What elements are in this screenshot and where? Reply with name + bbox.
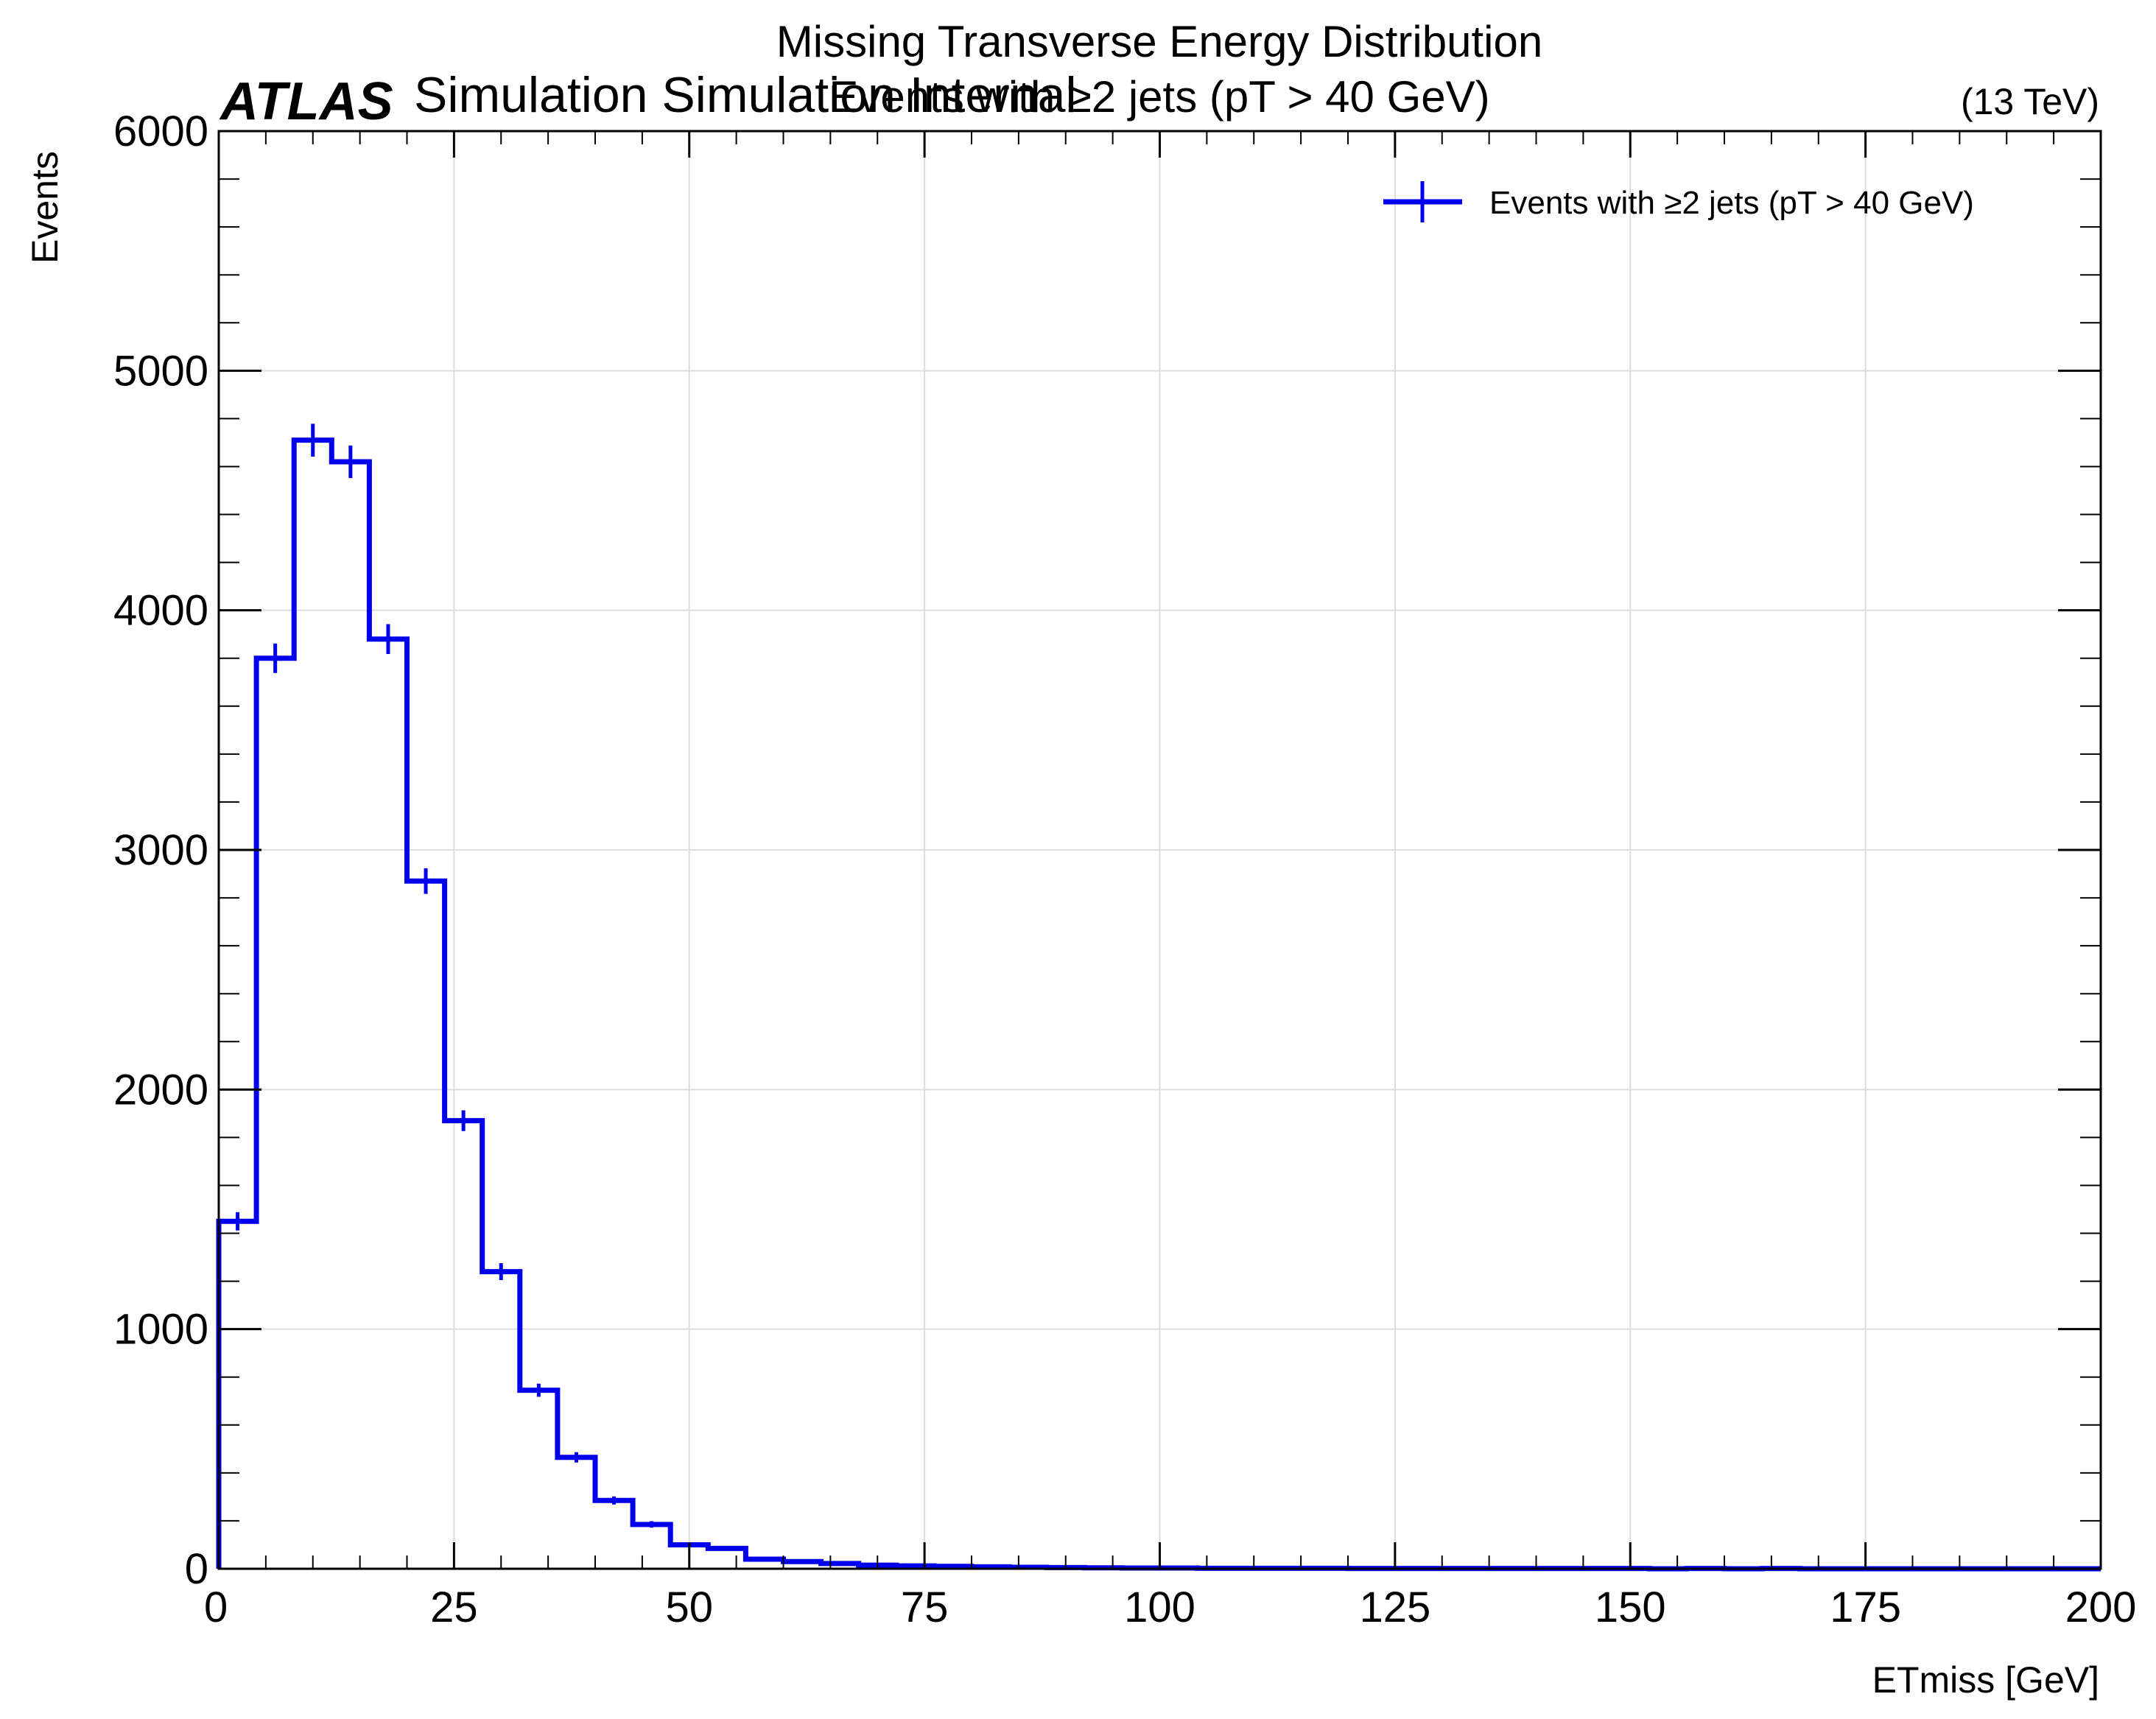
x-tick-label: 125 — [1359, 1583, 1430, 1631]
legend-entry-label: Events with ≥2 jets (pT > 40 GeV) — [1489, 185, 1974, 221]
y-tick-label: 2000 — [113, 1066, 208, 1114]
x-tick-label: 100 — [1124, 1583, 1195, 1631]
grid — [218, 130, 2101, 1569]
x-tick-label: 75 — [901, 1583, 949, 1631]
y-tick-label: 3000 — [113, 826, 208, 874]
y-tick-label: 6000 — [113, 108, 208, 155]
legend: Events with ≥2 jets (pT > 40 GeV) — [1383, 181, 1974, 222]
energy-label: (13 TeV) — [1961, 81, 2099, 122]
atlas-label: ATLAS — [219, 72, 393, 131]
chart-title: Missing Transverse Energy Distribution — [776, 17, 1542, 66]
x-tick-label: 50 — [665, 1583, 713, 1631]
x-tick-label: 200 — [2065, 1583, 2137, 1631]
y-tick-label: 5000 — [113, 347, 208, 395]
y-tick-label: 1000 — [113, 1306, 208, 1354]
x-tick-label: 25 — [430, 1583, 478, 1631]
x-axis-title: ETmiss [GeV] — [1872, 1659, 2099, 1701]
axis-ticks: 0 25 50 75 100 125 150 175 200010002000300040005… — [113, 108, 2136, 1631]
plot-frame — [217, 130, 2102, 1570]
y-tick-label: 4000 — [113, 587, 208, 635]
x-tick-label: 150 — [1595, 1583, 1666, 1631]
y-axis-title: Events — [24, 151, 66, 264]
chart-subtitle: Events with ≥2 jets (pT > 40 GeV) — [829, 72, 1489, 122]
y-tick-label: 0 — [185, 1545, 208, 1593]
x-tick-label: 0 — [204, 1583, 228, 1631]
x-tick-label: 175 — [1830, 1583, 1901, 1631]
atlas-sublabel: Simulation Simulation Internal — [414, 67, 1077, 123]
